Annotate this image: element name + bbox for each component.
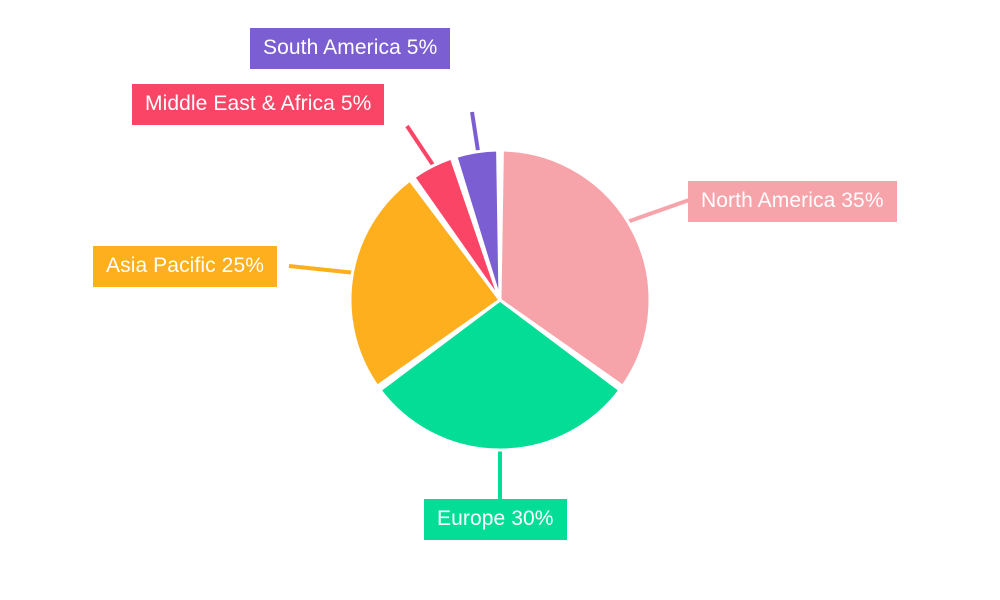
pie-label-north-america-text: North America 35%	[701, 189, 884, 212]
pie-label-middle-east-africa[interactable]: Middle East & Africa 5%	[132, 84, 385, 125]
pie-slice-north-america[interactable]	[498, 148, 652, 388]
pie-slice-europe[interactable]	[378, 298, 622, 452]
pie-label-south-america[interactable]: South America 5%	[250, 28, 451, 69]
pie-label-south-america-text: South America 5%	[263, 36, 438, 59]
pie-label-asia-pacific-text: Asia Pacific 25%	[106, 254, 265, 277]
pie-label-middle-east-africa-text: Middle East & Africa 5%	[145, 92, 372, 115]
pie-label-europe[interactable]: Europe 30%	[424, 499, 567, 540]
pie-label-north-america[interactable]: North America 35%	[688, 181, 897, 222]
pie-slice-asia-pacific[interactable]	[348, 178, 502, 388]
pie-label-europe-text: Europe 30%	[437, 507, 554, 530]
leader-line-south-america	[470, 111, 480, 152]
leader-line-north-america	[626, 197, 693, 224]
leader-line-group	[288, 111, 693, 501]
leader-line-asia-pacific	[288, 264, 357, 275]
pie-slice-group	[348, 148, 652, 452]
pie-label-asia-pacific[interactable]: Asia Pacific 25%	[93, 246, 278, 287]
pie-slice-middle-east-africa[interactable]	[412, 156, 502, 302]
pie-slice-south-america[interactable]	[454, 148, 502, 302]
leader-line-middle-east-africa	[405, 124, 437, 170]
